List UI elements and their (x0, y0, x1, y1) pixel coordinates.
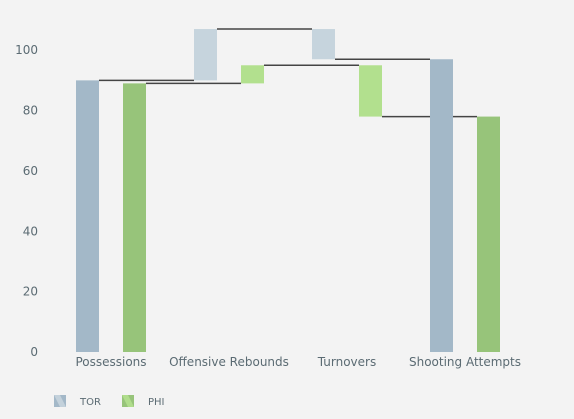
legend[interactable]: TOR PHI (54, 395, 165, 408)
y-tick-label: 100 (15, 43, 38, 57)
x-category-label: Offensive Rebounds (169, 355, 289, 369)
bar-tor-0[interactable] (76, 80, 99, 352)
bar-phi-1[interactable] (241, 65, 264, 84)
y-tick-label: 80 (23, 104, 38, 118)
bar-phi-3[interactable] (477, 116, 500, 352)
legend-item-tor[interactable]: TOR (54, 395, 101, 408)
legend-item-phi[interactable]: PHI (122, 395, 165, 408)
legend-label: TOR (79, 397, 101, 408)
bar-tor-3[interactable] (430, 59, 453, 353)
x-category-label: Turnovers (317, 355, 376, 369)
connector-lines (99, 28, 477, 118)
x-category-label: Possessions (75, 355, 146, 369)
x-axis: Possessions Offensive Rebounds Turnovers Sh… (75, 355, 521, 369)
y-tick-label: 20 (23, 285, 38, 299)
y-tick-label: 0 (30, 345, 38, 359)
bar-phi-2[interactable] (359, 65, 382, 117)
legend-label: PHI (148, 397, 165, 408)
y-tick-label: 60 (23, 164, 38, 178)
legend-swatch-stripe (54, 395, 66, 407)
bars (76, 29, 500, 353)
bar-phi-0[interactable] (123, 83, 146, 352)
x-category-label: Shooting Attempts (409, 355, 521, 369)
y-tick-label: 40 (23, 224, 38, 238)
legend-swatch-stripe (122, 395, 134, 407)
bar-tor-1[interactable] (194, 29, 217, 81)
y-axis: 0 20 40 60 80 100 (15, 43, 38, 359)
bar-tor-2[interactable] (312, 29, 335, 60)
